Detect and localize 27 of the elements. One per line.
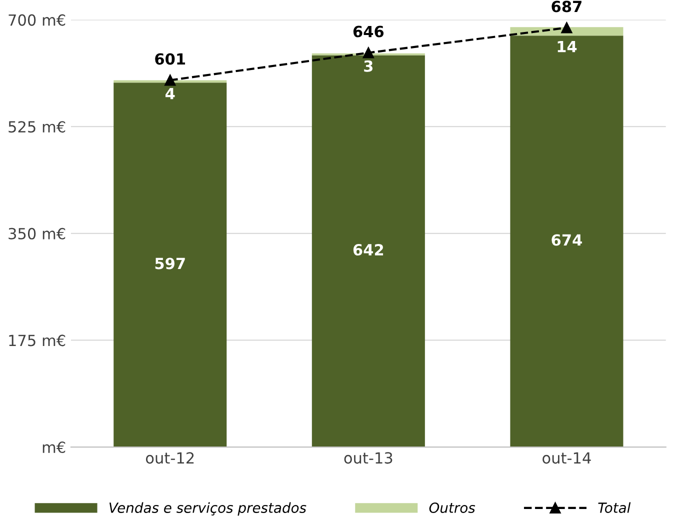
y-tick-label: 175 m€ xyxy=(9,334,66,346)
y-tick-label: 350 m€ xyxy=(8,228,66,240)
x-tick-label: out-13 xyxy=(344,452,392,464)
legend-label: Vendas e serviços prestados xyxy=(109,502,306,516)
y-tick-label: m€ xyxy=(42,441,66,454)
data-label: 3 xyxy=(364,60,373,72)
data-label: 646 xyxy=(353,26,384,38)
x-tick-label: out-14 xyxy=(542,452,591,464)
x-tick-label: out-12 xyxy=(146,452,194,464)
point xyxy=(362,47,374,58)
bar xyxy=(312,55,425,448)
legend-label: Outros xyxy=(429,502,476,513)
data-label: 4 xyxy=(166,88,175,100)
data-label: 642 xyxy=(353,244,384,256)
bar xyxy=(114,82,227,448)
data-label: 601 xyxy=(155,53,186,65)
data-label: 687 xyxy=(552,0,582,12)
bar xyxy=(510,36,624,448)
point xyxy=(164,74,176,86)
bar xyxy=(114,80,227,83)
y-tick-label: 700 m€ xyxy=(8,14,66,26)
legend-label: Total xyxy=(598,502,631,513)
y-tick-label: 525 m€ xyxy=(8,121,66,133)
data-label: 14 xyxy=(558,41,577,52)
data-label: 674 xyxy=(552,234,582,246)
data-label: 597 xyxy=(155,258,185,270)
point xyxy=(561,22,572,34)
